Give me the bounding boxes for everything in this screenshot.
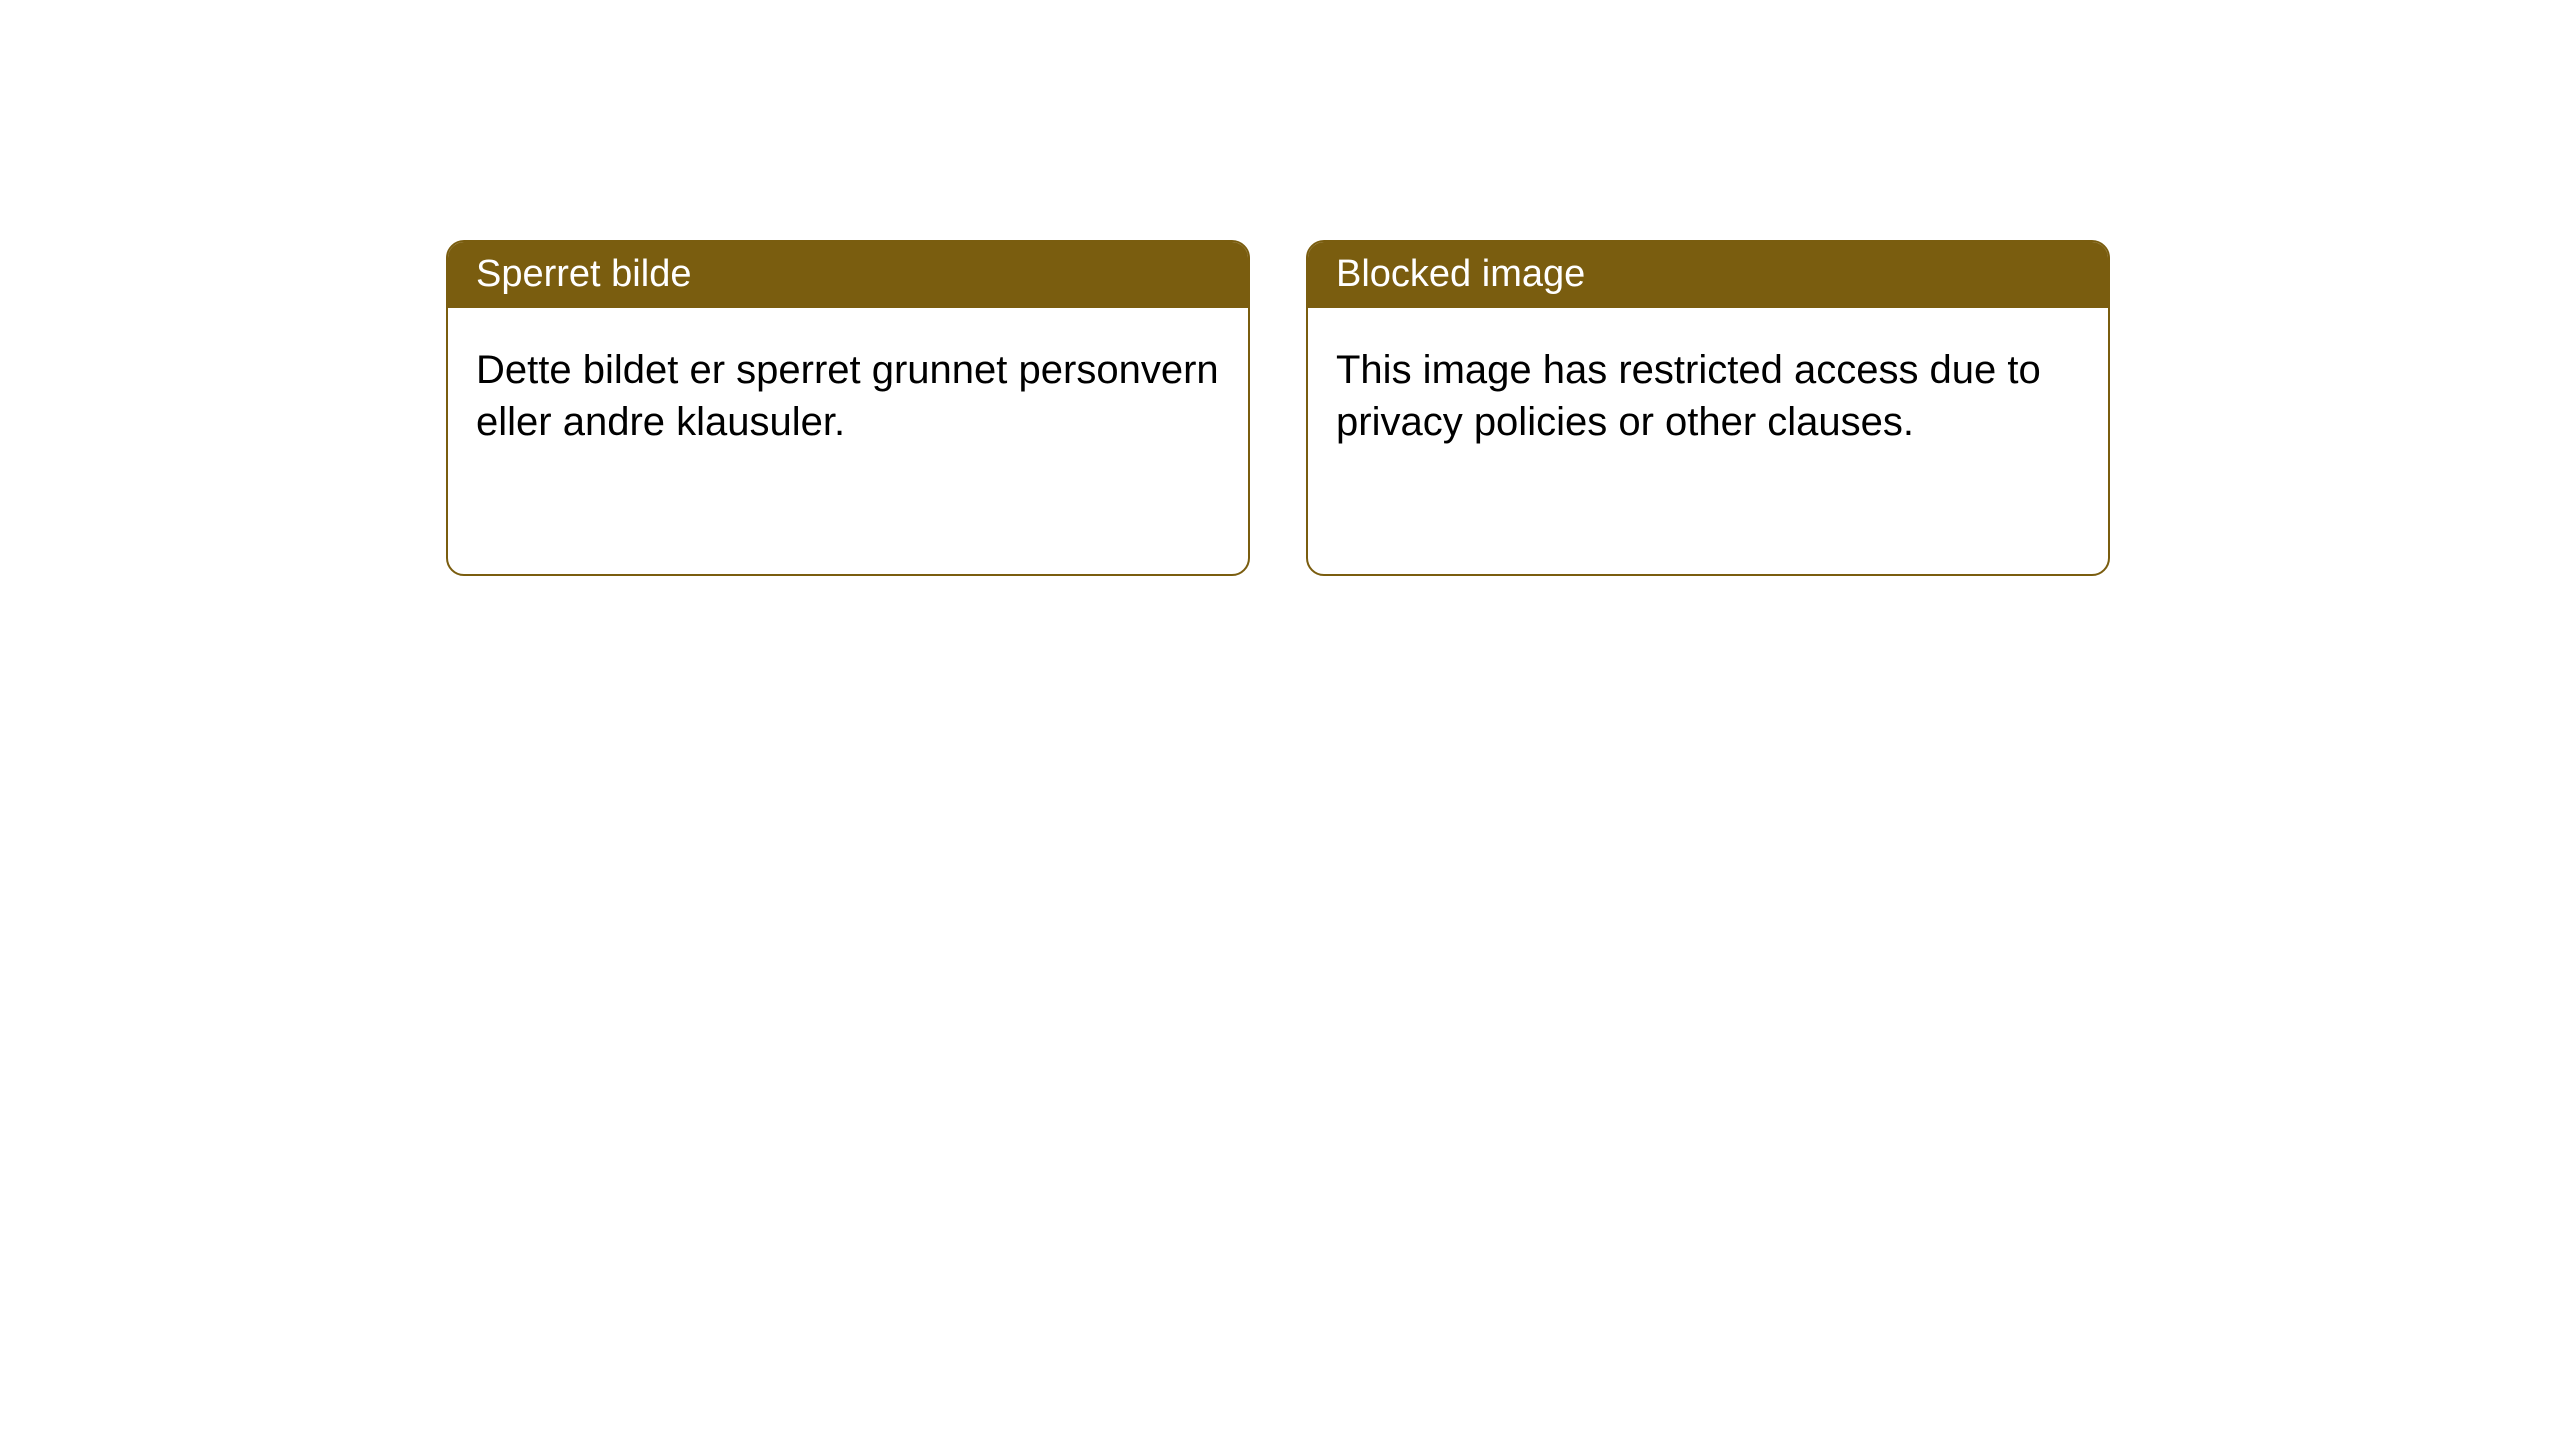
notice-cards-container: Sperret bilde Dette bildet er sperret gr… [446,240,2110,576]
notice-card-norwegian: Sperret bilde Dette bildet er sperret gr… [446,240,1250,576]
notice-title-norwegian: Sperret bilde [448,242,1248,308]
notice-title-english: Blocked image [1308,242,2108,308]
notice-body-english: This image has restricted access due to … [1308,308,2108,484]
notice-body-norwegian: Dette bildet er sperret grunnet personve… [448,308,1248,484]
notice-card-english: Blocked image This image has restricted … [1306,240,2110,576]
